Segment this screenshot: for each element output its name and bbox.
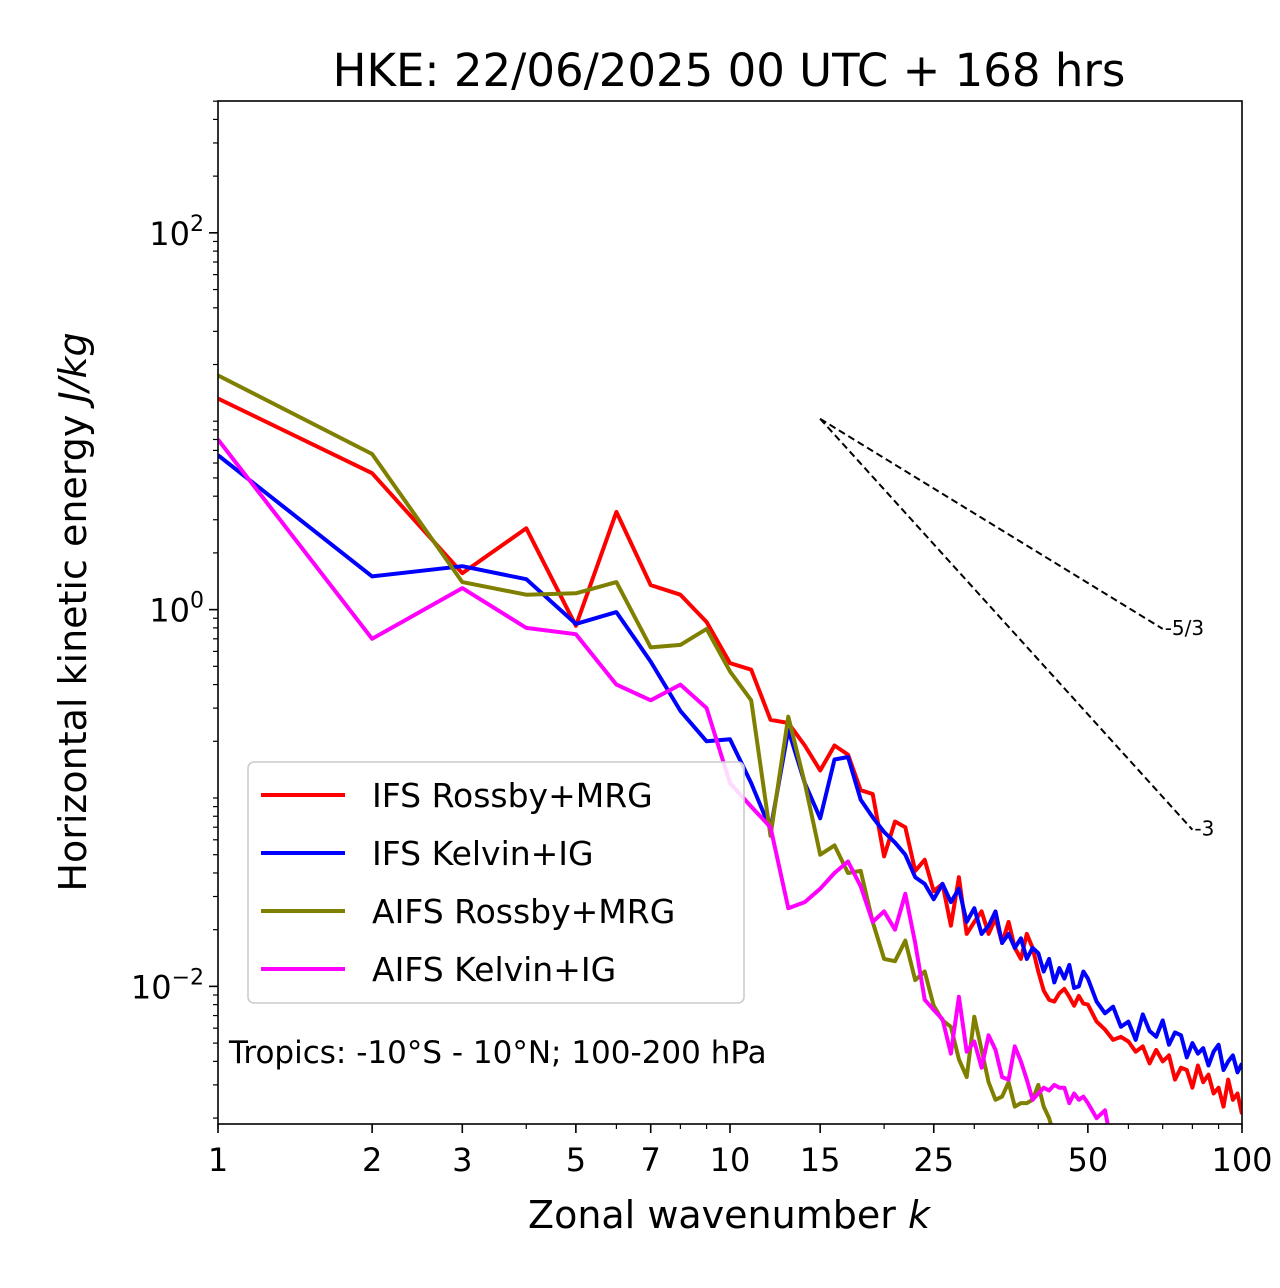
y-tick-base: 10	[149, 215, 190, 253]
y-axis-label-text: Horizontal kinetic energy	[51, 403, 95, 892]
x-axis-label-text: Zonal wavenumber	[528, 1193, 908, 1237]
x-tick-label: 100	[1211, 1141, 1272, 1179]
reference-lines: -5/3 -3	[819, 417, 1214, 841]
x-tick-label: 15	[800, 1141, 841, 1179]
y-tick-exponent: −2	[172, 965, 204, 990]
region-annotation: Tropics: -10°S - 10°N; 100-200 hPa	[228, 1035, 767, 1071]
reference-line-0	[819, 417, 1164, 630]
y-tick-base: 10	[149, 592, 190, 630]
x-tick-label: 7	[641, 1141, 661, 1179]
reference-line-label-1: -3	[1194, 817, 1214, 841]
x-tick-label: 25	[913, 1141, 954, 1179]
chart-title: HKE: 22/06/2025 00 UTC + 168 hrs	[333, 44, 1126, 97]
x-tick-label: 2	[362, 1141, 382, 1179]
y-tick-label: 100	[149, 589, 204, 630]
x-tick-label: 5	[566, 1141, 586, 1179]
y-tick-base: 10	[131, 968, 172, 1006]
legend-label-3: AIFS Kelvin+IG	[372, 950, 616, 989]
series-line-2	[218, 373, 1053, 1124]
y-tick-label: 10−2	[131, 965, 204, 1006]
y-axis-label: Horizontal kinetic energy J/kg	[51, 332, 95, 891]
x-tick-label: 3	[452, 1141, 472, 1179]
y-tick-label: 102	[149, 212, 204, 253]
x-axis-label: Zonal wavenumber k	[528, 1193, 932, 1237]
x-tick-label: 50	[1068, 1141, 1109, 1179]
x-axis: 1 2 3 5 7 10 15 25 50 100	[208, 1124, 1273, 1179]
legend-label-0: IFS Rossby+MRG	[372, 776, 653, 815]
legend-frame	[247, 761, 745, 1004]
series-line-1	[218, 453, 1242, 1075]
x-axis-label-var: k	[908, 1193, 932, 1237]
y-tick-exponent: 2	[190, 212, 204, 237]
plot-area: -5/3 -3	[217, 100, 1243, 1125]
legend-label-2: AIFS Rossby+MRG	[372, 892, 675, 931]
series-line-3	[218, 438, 1110, 1124]
legend: IFS Rossby+MRG IFS Kelvin+IG AIFS Rossby+M…	[247, 761, 745, 1004]
y-tick-exponent: 0	[190, 589, 204, 614]
y-axis-label-unit: J/kg	[51, 332, 95, 409]
reference-line-1	[819, 418, 1194, 831]
x-tick-label: 1	[208, 1141, 228, 1179]
x-tick-label: 10	[710, 1141, 751, 1179]
series-layer	[218, 373, 1242, 1124]
reference-line-label-0: -5/3	[1165, 616, 1204, 640]
series-line-0	[218, 396, 1242, 1115]
legend-label-1: IFS Kelvin+IG	[372, 834, 594, 873]
